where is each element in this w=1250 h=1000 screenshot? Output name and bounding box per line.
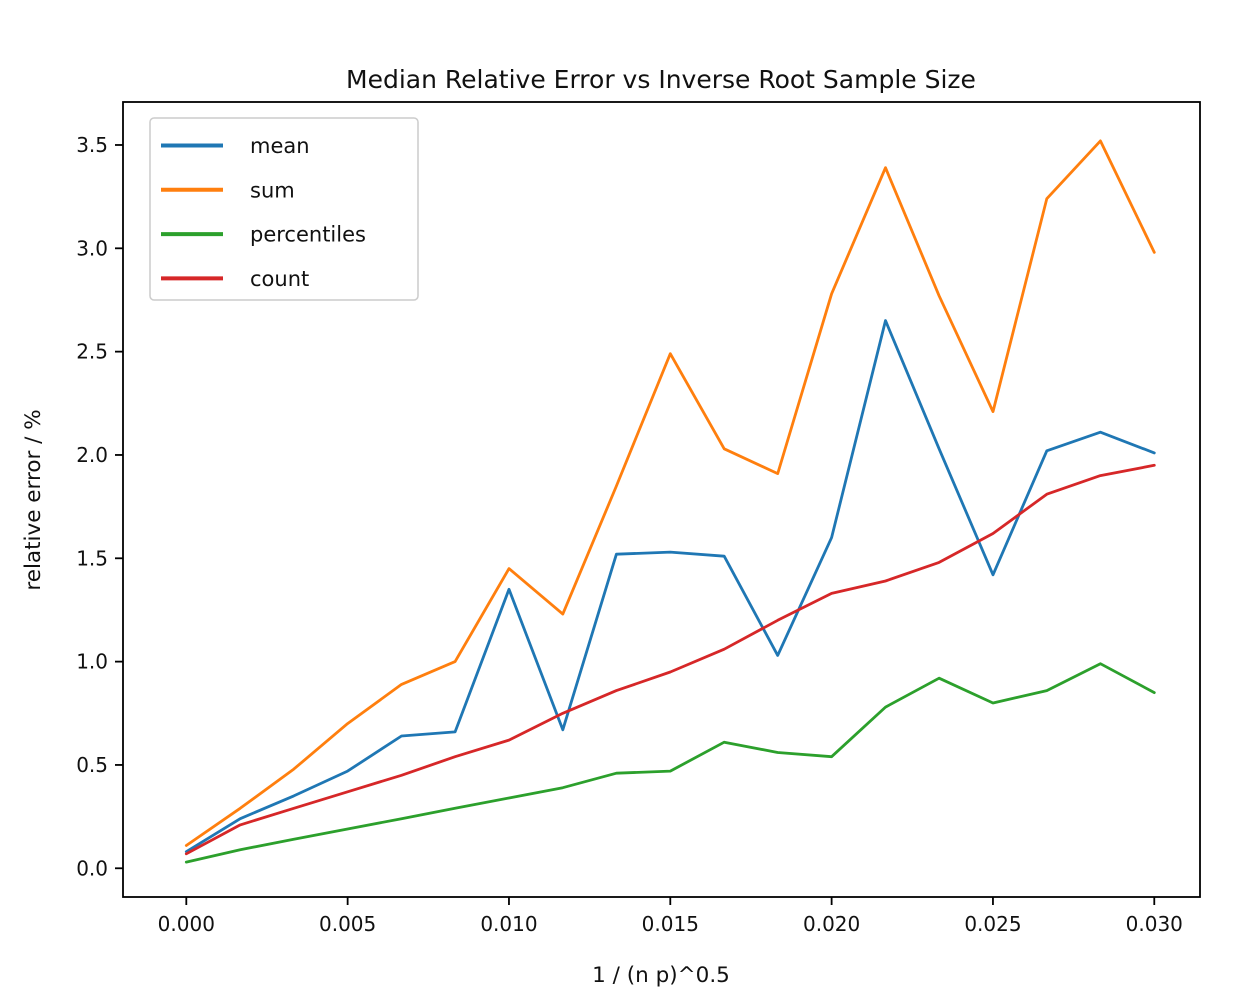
y-tick-label: 0.5 — [76, 753, 108, 777]
legend-label-count: count — [250, 267, 309, 291]
x-axis-label: 1 / (n p)^0.5 — [592, 963, 730, 988]
y-tick-label: 1.5 — [76, 546, 108, 570]
x-tick-label: 0.015 — [642, 912, 699, 936]
legend-box — [149, 117, 419, 301]
y-tick-label: 3.0 — [76, 236, 108, 260]
y-tick-label: 0.0 — [76, 856, 108, 880]
legend-label-sum: sum — [250, 178, 295, 202]
series-line-mean — [184, 319, 1156, 854]
x-tick-label: 0.030 — [1126, 912, 1183, 936]
plot-area: 0.000 0.005 0.010 0.015 0.020 0.025 0.030 0.0 0.… — [76, 101, 1201, 936]
x-tick-label: 0.020 — [803, 912, 860, 936]
legend-label-mean: mean — [250, 134, 310, 158]
y-axis-label: relative error / % — [21, 409, 46, 590]
y-tick-label: 2.0 — [76, 443, 108, 467]
series-line-percentiles — [184, 662, 1156, 864]
y-tick-label: 3.5 — [76, 133, 108, 157]
x-tick-label: 0.005 — [319, 912, 376, 936]
y-tick-label: 2.5 — [76, 340, 108, 364]
y-tick-label: 1.0 — [76, 650, 108, 674]
legend-label-percentiles: percentiles — [250, 223, 366, 247]
x-tick-label: 0.010 — [480, 912, 537, 936]
series-line-count — [184, 463, 1156, 856]
x-tick-label: 0.000 — [158, 912, 215, 936]
chart-title: Median Relative Error vs Inverse Root Sa… — [346, 65, 976, 94]
plot-frame — [122, 101, 1201, 898]
series-line-sum — [184, 139, 1156, 847]
x-tick-label: 0.025 — [964, 912, 1021, 936]
